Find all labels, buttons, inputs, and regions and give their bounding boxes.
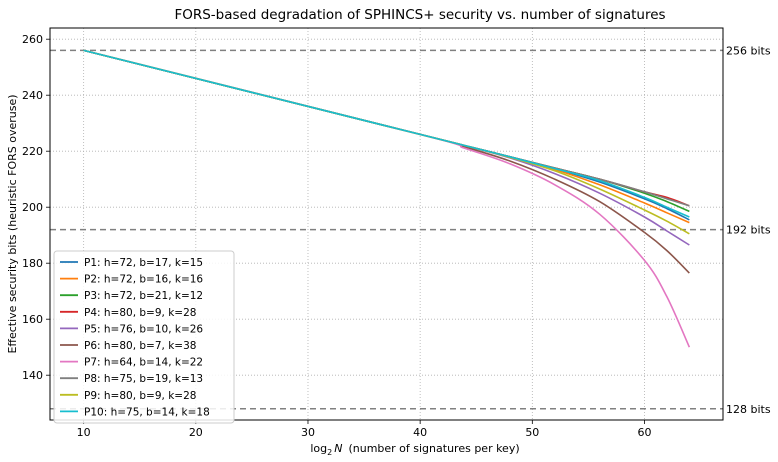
series-line: [83, 49, 690, 224]
legend-entry: P2: h=72, b=16, k=16: [84, 274, 203, 286]
x-tick-label: 50: [525, 426, 539, 439]
reference-line-label: 128 bits: [726, 403, 771, 416]
y-axis: 140 160 180 200 220 240 260: [22, 33, 50, 382]
series-lines: [83, 49, 691, 348]
x-tick-label: 10: [77, 426, 91, 439]
plot-frame: [49, 27, 724, 421]
legend: P1: h=72, b=17, k=15 P2: h=72, b=16, k=16…: [53, 250, 235, 424]
series-line: [83, 49, 690, 218]
x-tick-label: 40: [413, 426, 427, 439]
x-tick-label: 20: [189, 426, 203, 439]
legend-entry: P10: h=75, b=14, k=18: [84, 406, 210, 418]
x-axis-label-var: N: [334, 442, 342, 455]
y-tick-label: 200: [22, 201, 43, 214]
y-tick-label: 180: [22, 257, 43, 270]
y-axis-label: Effective security bits (heuristic FORS …: [6, 94, 19, 353]
legend-box: [53, 250, 235, 424]
y-tick-label: 240: [22, 89, 43, 102]
series-line: [83, 49, 690, 235]
series-line: [83, 49, 690, 221]
chart-title: FORS-based degradation of SPHINCS+ secur…: [174, 7, 665, 23]
legend-entry: P1: h=72, b=17, k=15: [84, 257, 203, 269]
x-axis-label: log2 N (number of signatures per key): [310, 442, 519, 457]
y-tick-label: 220: [22, 145, 43, 158]
series-line: [83, 49, 690, 274]
x-tick-label: 60: [637, 426, 651, 439]
grid: [50, 28, 723, 420]
x-axis-label-sub: 2: [327, 448, 332, 457]
y-tick-label: 260: [22, 33, 43, 46]
legend-entry: P8: h=75, b=19, k=13: [84, 373, 203, 385]
reference-line-label: 192 bits: [726, 224, 771, 237]
x-tick-label: 30: [301, 426, 315, 439]
legend-entry: P7: h=64, b=14, k=22: [84, 357, 203, 369]
legend-entry: P9: h=80, b=9, k=28: [84, 390, 196, 402]
legend-entry: P6: h=80, b=7, k=38: [84, 340, 196, 352]
series-line: [83, 49, 690, 213]
series-line: [83, 49, 690, 246]
x-axis-label-log: log: [310, 442, 327, 455]
legend-entry: P5: h=76, b=10, k=26: [84, 323, 203, 335]
y-tick-label: 160: [22, 313, 43, 326]
y-tick-label: 140: [22, 369, 43, 382]
reference-line-label: 256 bits: [726, 44, 771, 57]
legend-entry: P4: h=80, b=9, k=28: [84, 307, 196, 319]
legend-entry: P3: h=72, b=21, k=12: [84, 290, 203, 302]
x-axis-label-rest: (number of signatures per key): [348, 442, 519, 455]
